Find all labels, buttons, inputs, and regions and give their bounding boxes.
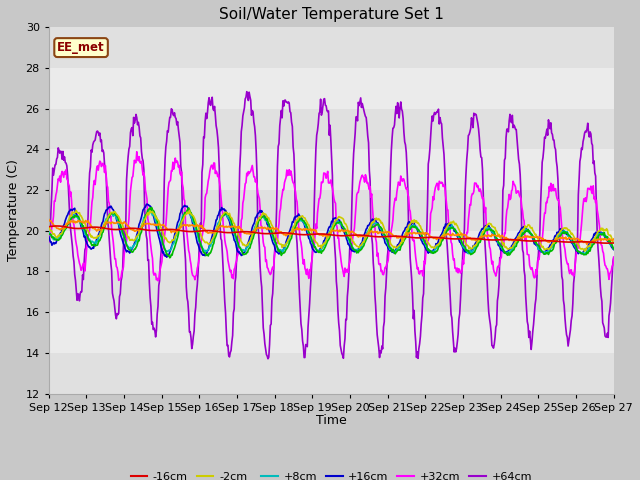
Bar: [49, 108, 614, 149]
Text: EE_met: EE_met: [57, 41, 105, 54]
Title: Soil/Water Temperature Set 1: Soil/Water Temperature Set 1: [219, 7, 444, 22]
Bar: [49, 27, 614, 68]
Bar: [49, 353, 614, 394]
Bar: [49, 312, 614, 353]
Bar: [49, 190, 614, 231]
Bar: [49, 68, 614, 108]
Bar: [49, 272, 614, 312]
Bar: [49, 149, 614, 190]
X-axis label: Time: Time: [316, 414, 347, 427]
Y-axis label: Temperature (C): Temperature (C): [7, 159, 20, 262]
Legend: -16cm, -8cm, -2cm, +2cm, +8cm, +16cm, +32cm, +64cm: -16cm, -8cm, -2cm, +2cm, +8cm, +16cm, +3…: [131, 472, 532, 480]
Bar: [49, 231, 614, 272]
